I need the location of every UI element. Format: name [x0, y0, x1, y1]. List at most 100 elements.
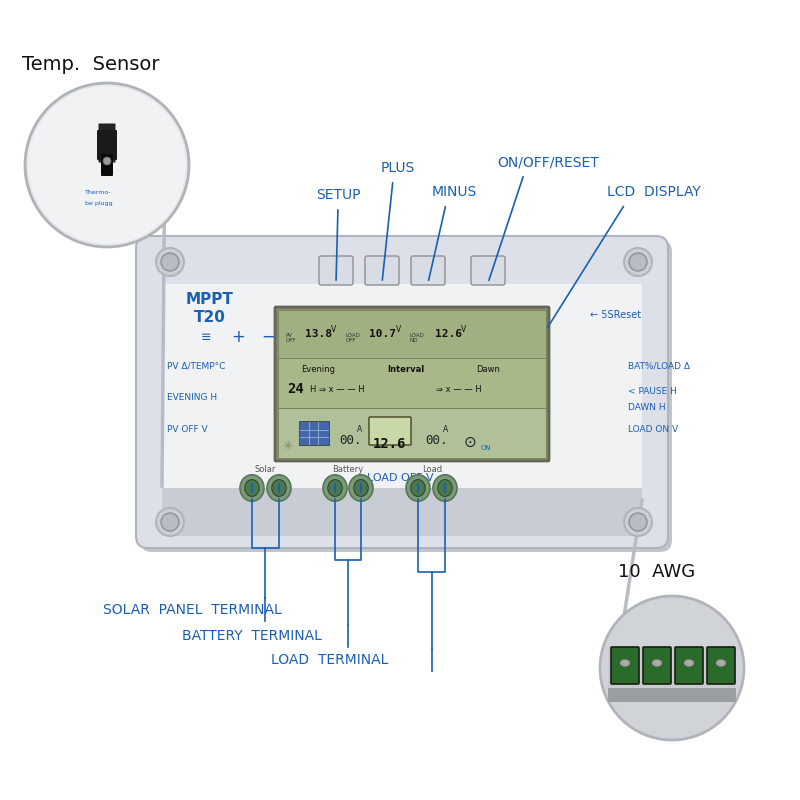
FancyBboxPatch shape	[643, 647, 671, 684]
Ellipse shape	[349, 474, 373, 501]
Text: < PAUSE H: < PAUSE H	[628, 387, 677, 397]
FancyBboxPatch shape	[140, 240, 672, 552]
FancyBboxPatch shape	[608, 646, 736, 688]
Text: PV Δ/TEMP°C: PV Δ/TEMP°C	[167, 362, 226, 370]
Ellipse shape	[267, 474, 291, 501]
Text: A: A	[358, 426, 362, 434]
Circle shape	[25, 83, 189, 247]
Text: 12.6: 12.6	[434, 329, 462, 339]
Text: −: −	[261, 328, 275, 346]
Ellipse shape	[354, 480, 368, 496]
Text: Load: Load	[422, 466, 442, 474]
FancyBboxPatch shape	[162, 284, 642, 522]
FancyBboxPatch shape	[278, 408, 546, 458]
FancyBboxPatch shape	[707, 647, 735, 684]
FancyBboxPatch shape	[611, 647, 639, 684]
Circle shape	[600, 596, 744, 740]
Circle shape	[156, 248, 184, 276]
FancyBboxPatch shape	[608, 688, 736, 702]
FancyBboxPatch shape	[275, 307, 549, 461]
Text: SETUP: SETUP	[316, 188, 360, 202]
Ellipse shape	[406, 474, 430, 501]
Text: PLUS: PLUS	[381, 161, 415, 175]
FancyBboxPatch shape	[471, 256, 505, 285]
Text: DAWN H: DAWN H	[628, 403, 666, 413]
Text: V: V	[396, 325, 402, 334]
Text: ✳: ✳	[282, 439, 294, 453]
Circle shape	[161, 513, 179, 531]
Text: H ⇒ x — — H: H ⇒ x — — H	[310, 385, 365, 394]
Circle shape	[624, 248, 652, 276]
Text: 12.6: 12.6	[374, 437, 406, 451]
Ellipse shape	[684, 659, 694, 666]
Text: 10.7: 10.7	[370, 329, 397, 339]
FancyBboxPatch shape	[98, 123, 115, 130]
Text: ON/OFF/RESET: ON/OFF/RESET	[497, 155, 599, 169]
Text: V: V	[462, 325, 466, 334]
Ellipse shape	[411, 480, 426, 496]
FancyBboxPatch shape	[98, 139, 115, 146]
Text: A: A	[443, 426, 449, 434]
Text: EVENING H: EVENING H	[167, 394, 217, 402]
Circle shape	[28, 86, 186, 244]
Text: BATTERY  TERMINAL: BATTERY TERMINAL	[182, 629, 322, 643]
Ellipse shape	[620, 659, 630, 666]
Text: V: V	[331, 325, 337, 334]
Text: ⊙: ⊙	[464, 434, 476, 450]
FancyBboxPatch shape	[101, 154, 113, 176]
Text: Battery: Battery	[332, 466, 364, 474]
FancyBboxPatch shape	[98, 131, 115, 138]
Text: ♦: ♦	[301, 332, 311, 342]
Text: ≡: ≡	[201, 330, 211, 343]
Ellipse shape	[328, 480, 342, 496]
FancyBboxPatch shape	[278, 310, 546, 358]
Text: 13.8: 13.8	[305, 329, 331, 339]
Text: LOAD  TERMINAL: LOAD TERMINAL	[271, 653, 389, 667]
Text: 00.: 00.	[425, 434, 447, 446]
Text: 24: 24	[288, 382, 304, 396]
Text: LCD  DISPLAY: LCD DISPLAY	[607, 185, 701, 199]
Text: ⇒ x — — H: ⇒ x — — H	[436, 385, 482, 394]
FancyBboxPatch shape	[675, 647, 703, 684]
Text: ← 5SReset: ← 5SReset	[590, 310, 641, 320]
Ellipse shape	[240, 474, 264, 501]
Text: PV OFF V: PV OFF V	[167, 426, 208, 434]
Text: MINUS: MINUS	[431, 185, 477, 199]
Text: Temp.  Sensor: Temp. Sensor	[22, 55, 159, 74]
FancyBboxPatch shape	[136, 236, 668, 548]
FancyBboxPatch shape	[278, 310, 546, 458]
FancyBboxPatch shape	[278, 358, 546, 408]
Text: SOLAR  PANEL  TERMINAL: SOLAR PANEL TERMINAL	[102, 603, 282, 617]
Ellipse shape	[245, 480, 259, 496]
Text: LOAD
OFF: LOAD OFF	[346, 333, 361, 343]
Circle shape	[103, 157, 111, 165]
Text: +: +	[231, 328, 245, 346]
FancyBboxPatch shape	[162, 488, 642, 536]
FancyBboxPatch shape	[411, 256, 445, 285]
Text: Interval: Interval	[387, 365, 425, 374]
Text: 00.: 00.	[338, 434, 362, 446]
Text: Solar: Solar	[254, 466, 276, 474]
Text: MPPT: MPPT	[186, 293, 234, 307]
Ellipse shape	[438, 480, 452, 496]
FancyBboxPatch shape	[98, 147, 115, 154]
Circle shape	[629, 253, 647, 271]
FancyBboxPatch shape	[98, 155, 115, 162]
FancyBboxPatch shape	[319, 256, 353, 285]
FancyBboxPatch shape	[97, 130, 117, 160]
Circle shape	[161, 253, 179, 271]
Ellipse shape	[716, 659, 726, 666]
Ellipse shape	[652, 659, 662, 666]
Circle shape	[629, 513, 647, 531]
Text: LOAD
ND: LOAD ND	[410, 333, 425, 343]
Text: ON: ON	[481, 445, 491, 451]
Ellipse shape	[272, 480, 286, 496]
FancyBboxPatch shape	[365, 256, 399, 285]
Text: 10  AWG: 10 AWG	[618, 563, 695, 581]
Text: Evening: Evening	[301, 365, 335, 374]
Text: LOAD OFF V: LOAD OFF V	[366, 473, 434, 483]
Text: LOAD ON V: LOAD ON V	[628, 426, 678, 434]
FancyBboxPatch shape	[299, 421, 329, 445]
Circle shape	[156, 508, 184, 536]
Text: BAT%/LOAD Δ: BAT%/LOAD Δ	[628, 362, 690, 370]
